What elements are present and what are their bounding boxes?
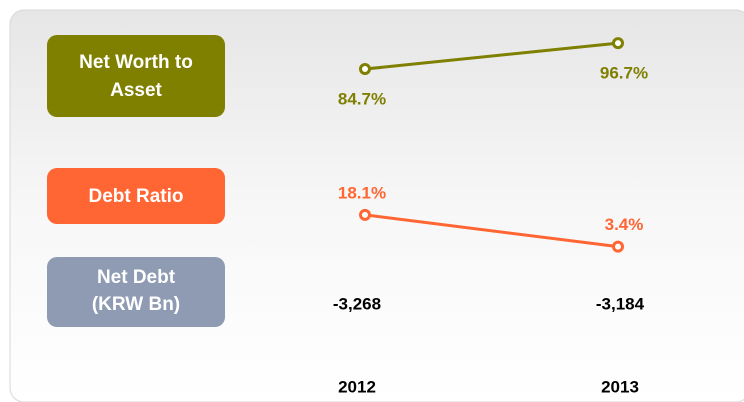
value-label: 96.7% bbox=[600, 64, 648, 83]
label-line: Net Debt bbox=[97, 267, 176, 288]
value-label: -3,268 bbox=[333, 294, 381, 313]
value-label: -3,184 bbox=[596, 294, 645, 313]
value-label: 84.7% bbox=[338, 90, 386, 109]
marker bbox=[612, 240, 624, 253]
label-box bbox=[47, 35, 225, 117]
label-line: Debt Ratio bbox=[89, 186, 184, 207]
value-label: 3.4% bbox=[605, 215, 644, 234]
label-box bbox=[47, 257, 225, 327]
x-tick-label: 2012 bbox=[338, 377, 376, 396]
line bbox=[364, 213, 619, 249]
label-line: Asset bbox=[110, 80, 162, 101]
label-box bbox=[47, 168, 225, 224]
label-line: (KRW Bn) bbox=[92, 294, 180, 315]
marker bbox=[359, 208, 371, 221]
line bbox=[364, 41, 619, 71]
marker bbox=[359, 63, 371, 76]
x-tick-label: 2013 bbox=[601, 377, 639, 396]
value-label: 18.1% bbox=[338, 183, 386, 202]
label-line: Net Worth to bbox=[79, 52, 193, 73]
marker bbox=[612, 37, 624, 50]
